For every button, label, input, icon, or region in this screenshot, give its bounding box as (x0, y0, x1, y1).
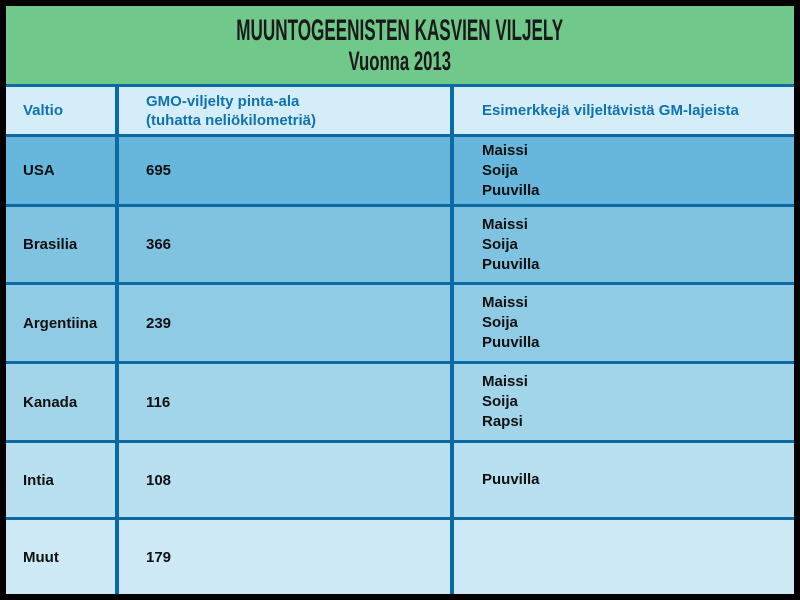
column-header-species: Esimerkkejä viljeltävistä GM-lajeista (450, 87, 794, 134)
data-table: Valtio GMO-viljelty pinta-ala (tuhatta n… (6, 87, 794, 594)
cell-area: 116 (115, 364, 450, 440)
cell-area: 108 (115, 443, 450, 517)
table-row: USA 695 Maissi Soija Puuvilla (6, 137, 794, 207)
cell-species: Maissi Soija Puuvilla (450, 137, 794, 204)
cell-area: 695 (115, 137, 450, 204)
cell-species: Maissi Soija Puuvilla (450, 207, 794, 282)
cell-country: Brasilia (23, 236, 78, 253)
table-row: Kanada 116 Maissi Soija Rapsi (6, 364, 794, 443)
table-header-row: Valtio GMO-viljelty pinta-ala (tuhatta n… (6, 87, 794, 137)
cell-country: USA (23, 162, 55, 179)
table-row: Intia 108 Puuvilla (6, 443, 794, 520)
title-band: MUUNTOGEENISTEN KASVIEN VILJELY Vuonna 2… (6, 6, 794, 87)
page-subtitle: Vuonna 2013 (348, 46, 452, 77)
cell-country: Kanada (23, 393, 78, 411)
cell-country: Intia (23, 471, 54, 489)
column-header-area: GMO-viljelty pinta-ala (tuhatta neliökil… (115, 87, 450, 134)
cell-area: 366 (115, 207, 450, 282)
cell-area: 179 (115, 520, 450, 594)
cell-country: Muut (23, 548, 59, 566)
cell-country: Argentiina (23, 314, 98, 332)
page-title: MUUNTOGEENISTEN KASVIEN VILJELY (236, 13, 564, 47)
cell-species: Maissi Soija Puuvilla (450, 285, 794, 361)
table-row: Muut 179 (6, 520, 794, 594)
cell-species (450, 520, 794, 594)
table-row: Brasilia 366 Maissi Soija Puuvilla (6, 207, 794, 285)
cell-species: Puuvilla (450, 443, 794, 517)
cell-species: Maissi Soija Rapsi (450, 364, 794, 440)
column-header-country: Valtio (23, 102, 64, 119)
table-row: Argentiina 239 Maissi Soija Puuvilla (6, 285, 794, 364)
cell-area: 239 (115, 285, 450, 361)
